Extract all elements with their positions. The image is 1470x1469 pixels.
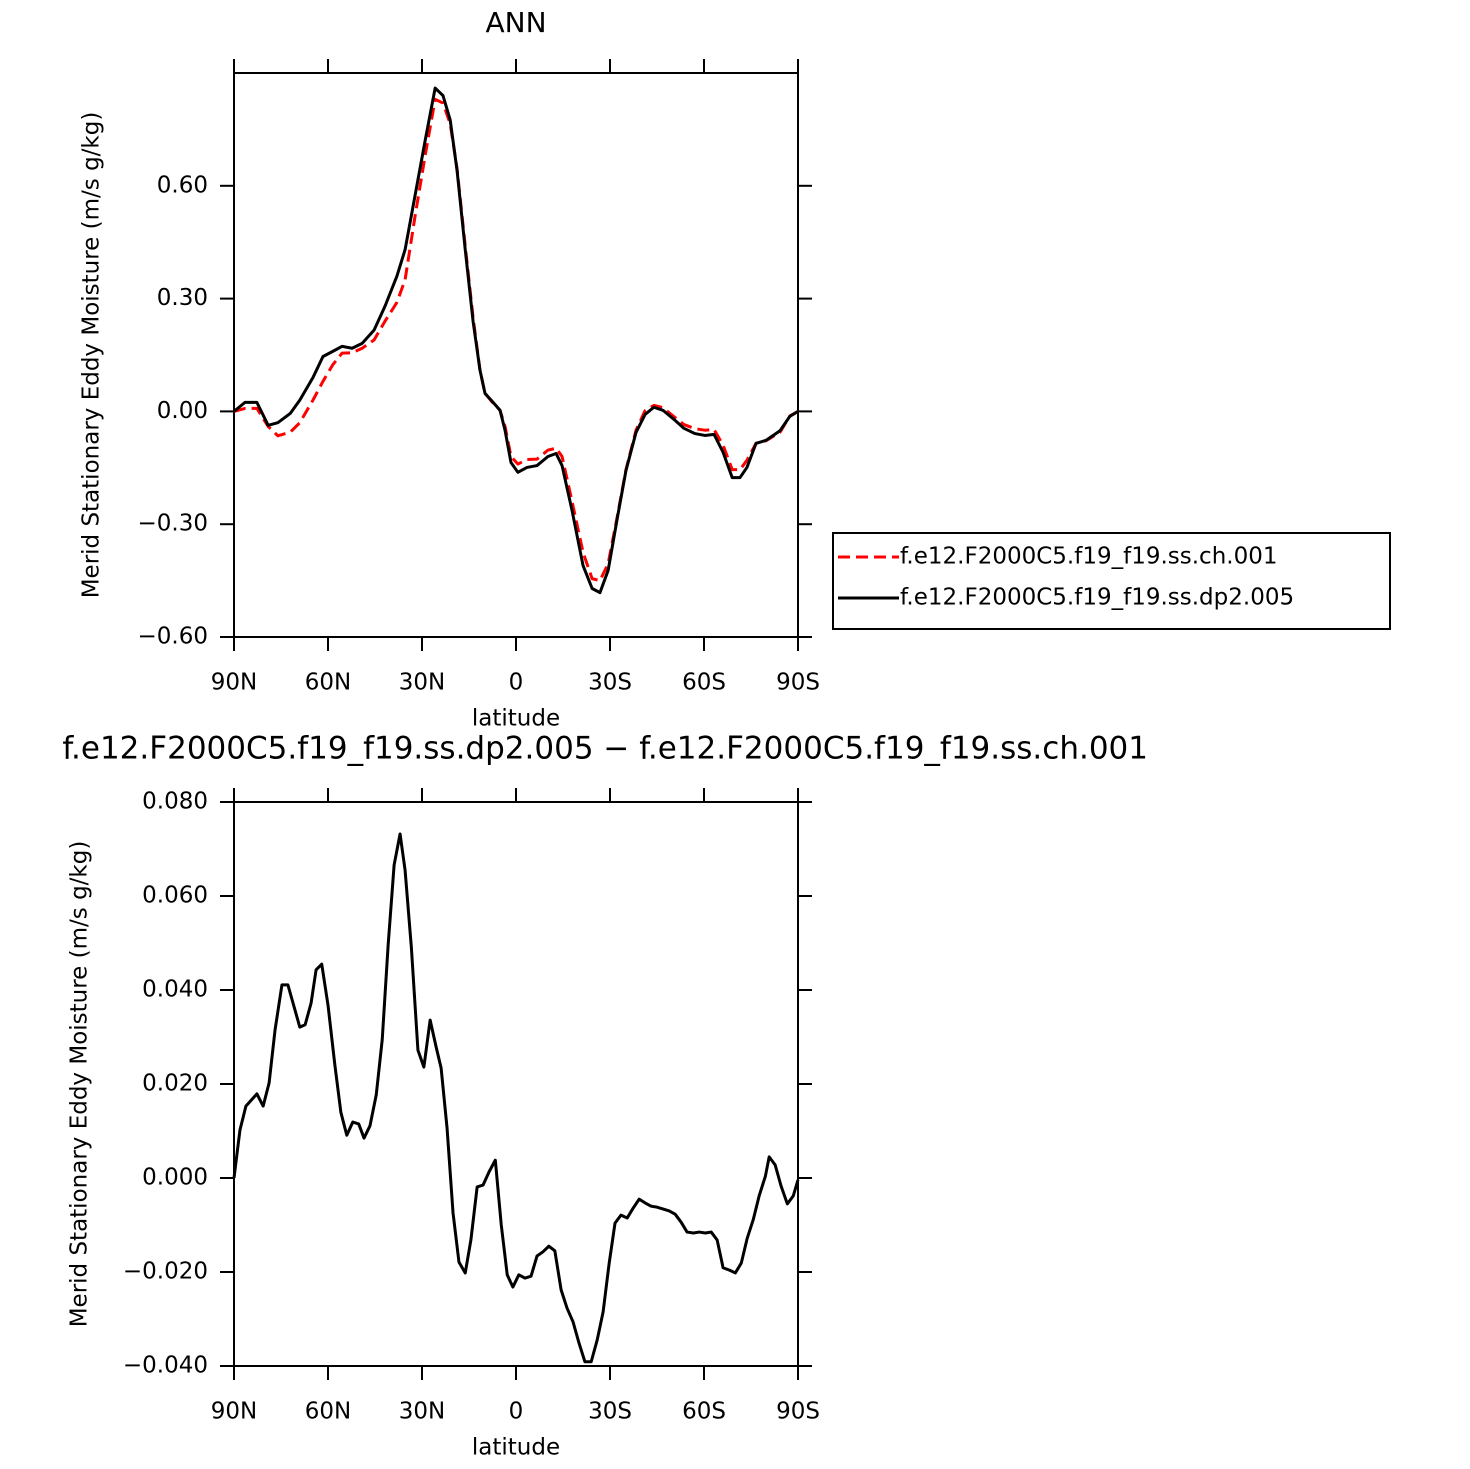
x-tick-label: 60S: [682, 670, 726, 696]
data-line: [232, 832, 800, 1364]
x-tick-label: 60S: [682, 1399, 726, 1425]
y-tick-label: 0.060: [142, 883, 208, 909]
x-tick-label: 90S: [776, 670, 820, 696]
x-tick-label: 30N: [399, 670, 445, 696]
x-tick-label: 0: [509, 1399, 524, 1425]
x-tick-label: 30S: [588, 670, 632, 696]
x-tick-label: 90N: [211, 670, 257, 696]
y-tick-label: 0.020: [142, 1071, 208, 1097]
y-tick-label: 0.30: [157, 285, 208, 311]
y-tick-label: 0.00: [157, 398, 208, 424]
x-tick-label: 60N: [305, 670, 351, 696]
y-tick-label: −0.60: [138, 624, 208, 650]
legend-label: f.e12.F2000C5.f19_f19.ss.dp2.005: [900, 585, 1294, 611]
x-axis-label: latitude: [472, 706, 560, 732]
y-tick-label: −0.020: [123, 1259, 208, 1285]
data-line: [233, 97, 799, 583]
chart-title: f.e12.F2000C5.f19_f19.ss.dp2.005 − f.e12…: [62, 731, 1148, 767]
x-tick-label: 30S: [588, 1399, 632, 1425]
y-tick-label: −0.30: [138, 511, 208, 537]
y-tick-label: 0.080: [142, 789, 208, 815]
plot-frame: [233, 72, 799, 638]
y-tick-label: 0.000: [142, 1165, 208, 1191]
y-axis-label: Merid Stationary Eddy Moisture (m/s g/kg…: [67, 841, 93, 1328]
y-axis-label: Merid Stationary Eddy Moisture (m/s g/kg…: [79, 112, 105, 599]
legend-label: f.e12.F2000C5.f19_f19.ss.ch.001: [900, 544, 1277, 570]
x-tick-label: 60N: [305, 1399, 351, 1425]
x-tick-label: 0: [509, 670, 524, 696]
y-tick-label: 0.040: [142, 977, 208, 1003]
x-tick-label: 90N: [211, 1399, 257, 1425]
legend-box: [832, 532, 1391, 630]
chart-title: ANN: [485, 6, 546, 39]
data-line: [233, 86, 799, 595]
x-axis-label: latitude: [472, 1435, 560, 1461]
x-tick-label: 90S: [776, 1399, 820, 1425]
y-tick-label: 0.60: [157, 172, 208, 198]
y-tick-label: −0.040: [123, 1353, 208, 1379]
x-tick-label: 30N: [399, 1399, 445, 1425]
